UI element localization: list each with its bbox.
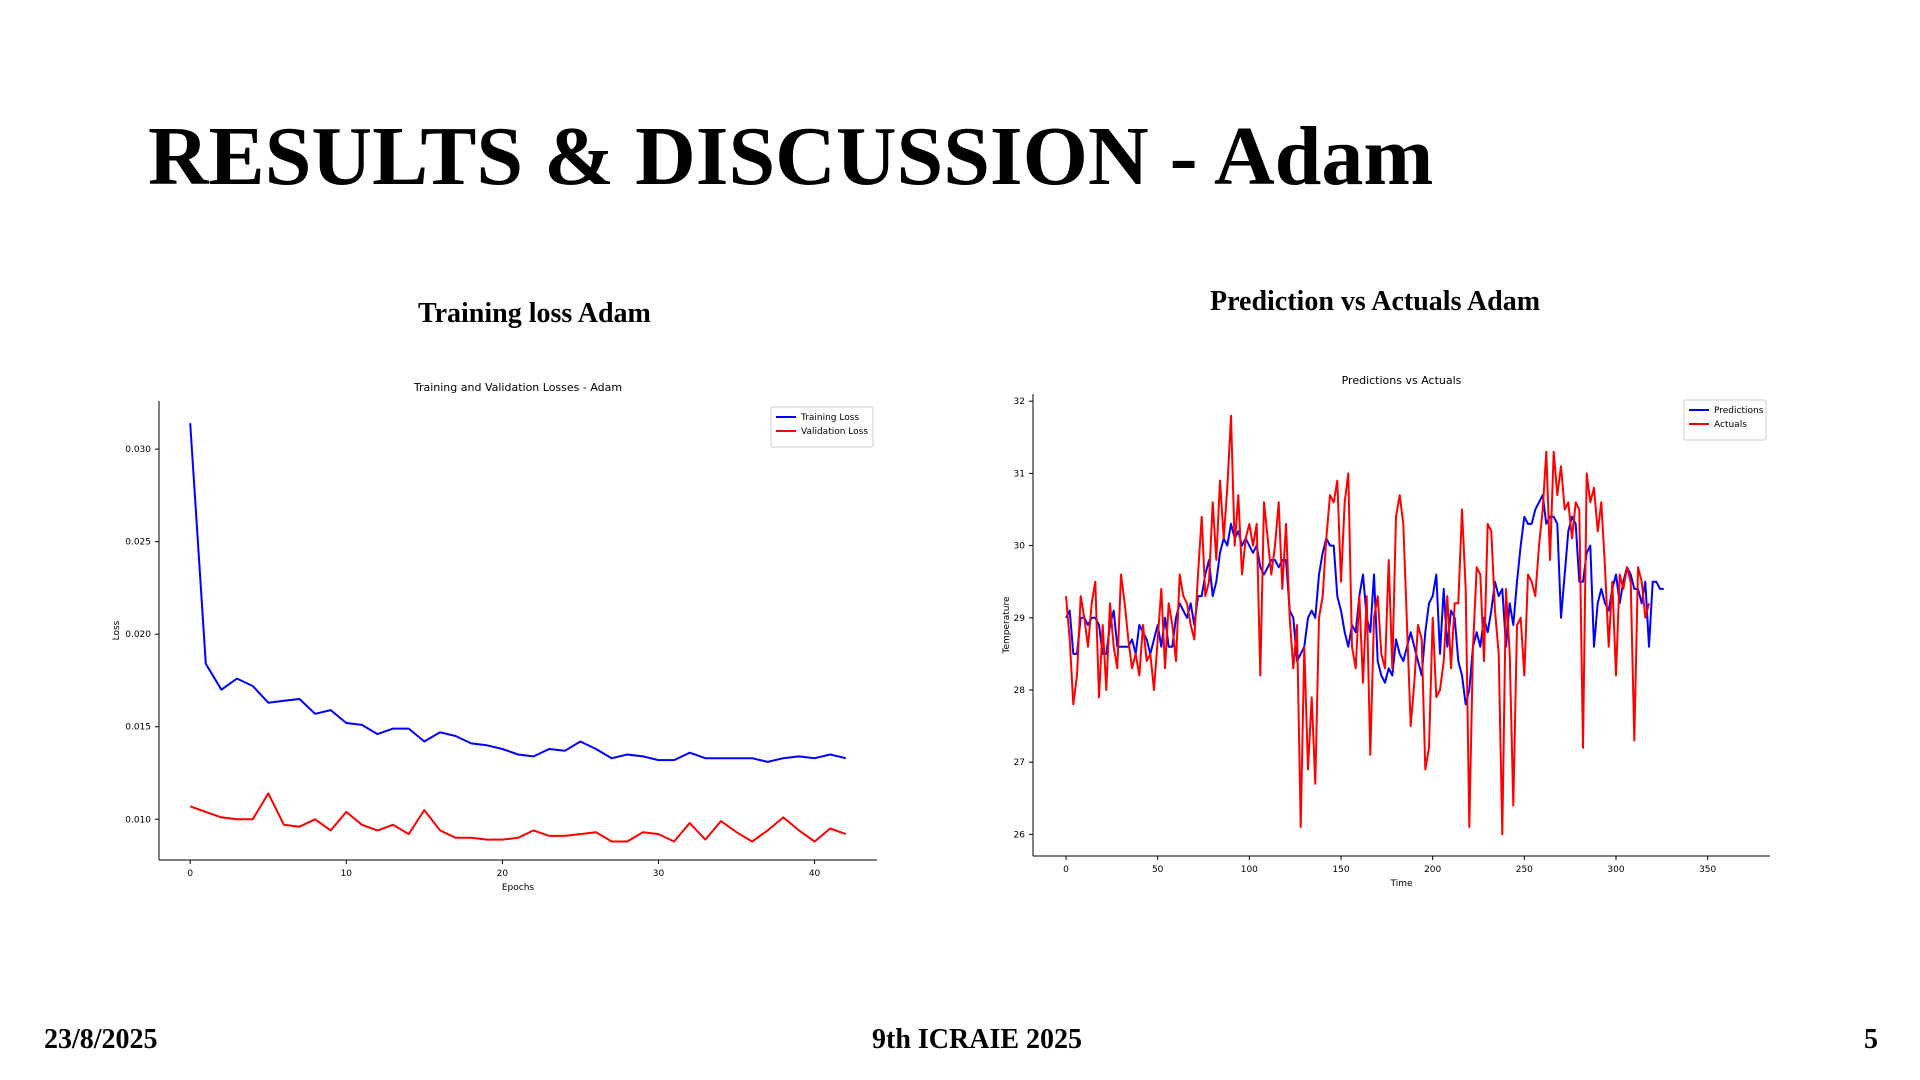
pred-chart-x-tick-label: 300 (1607, 865, 1624, 875)
pred-chart-x-tick-label: 350 (1699, 865, 1716, 875)
pred-chart-x-tick-label: 0 (1063, 865, 1069, 875)
loss-chart-y-tick-label: 0.010 (125, 815, 151, 825)
pred-chart-y-tick-label: 27 (1014, 758, 1025, 768)
loss-chart-y-tick-label: 0.020 (125, 630, 151, 640)
loss-chart-legend-box (770, 406, 874, 448)
pred-chart-y-tick-label: 31 (1014, 469, 1025, 479)
footer-page-number: 5 (1864, 1024, 1878, 1055)
pred-chart-y-tick-label: 30 (1014, 542, 1026, 552)
loss-chart-y-axis-label: Loss (112, 620, 122, 640)
footer-date: 23/8/2025 (44, 1024, 158, 1055)
loss-chart-x-tick-label: 10 (341, 869, 353, 879)
pred-chart-y-tick-label: 26 (1014, 830, 1026, 840)
loss-chart-y-tick-label: 0.030 (125, 445, 151, 455)
pred-chart-x-axis-label: Time (1389, 879, 1412, 889)
loss-chart-x-tick-label: 20 (497, 869, 509, 879)
training-loss-chart: Training and Validation Losses - Adam 0 10… (112, 381, 877, 893)
pred-chart-x-tick-label: 250 (1516, 865, 1533, 875)
loss-chart-y-tick-label: 0.015 (125, 723, 151, 733)
loss-chart-series-line-validation-loss (189, 792, 847, 843)
pred-chart-legend-label: Predictions (1714, 406, 1764, 416)
loss-chart-title: Training and Validation Losses - Adam (413, 381, 622, 394)
footer-conference: 9th ICRAIE 2025 (872, 1024, 1083, 1055)
loss-chart-legend-label: Validation Loss (801, 427, 868, 437)
pred-chart-y-tick-label: 28 (1014, 686, 1026, 696)
pred-chart-x-tick-label: 100 (1241, 865, 1258, 875)
loss-chart-x-tick-label: 40 (809, 869, 821, 879)
predictions-vs-actuals-chart: Predictions vs Actuals 0 50 100 150 200 250 300… (1002, 374, 1770, 889)
pred-chart-legend-label: Actuals (1714, 420, 1747, 430)
pred-chart-series-line-actuals (1065, 414, 1650, 836)
loss-chart-x-tick-label: 30 (653, 869, 665, 879)
loss-chart-x-axis-label: Epochs (502, 883, 535, 893)
right-chart-caption: Prediction vs Actuals Adam (1210, 286, 1541, 317)
loss-chart-y-tick-label: 0.025 (125, 538, 151, 548)
pred-chart-y-axis-label: Temperature (1002, 596, 1012, 654)
pred-chart-y-tick-label: 32 (1014, 397, 1025, 407)
pred-chart-x-tick-label: 150 (1332, 865, 1349, 875)
pred-chart-title: Predictions vs Actuals (1342, 374, 1462, 387)
loss-chart-legend-label: Training Loss (800, 413, 859, 423)
pred-chart-x-tick-label: 50 (1152, 865, 1164, 875)
pred-chart-x-tick-label: 200 (1424, 865, 1441, 875)
pred-chart-y-tick-label: 29 (1014, 614, 1026, 624)
pred-chart-series-line-predictions (1065, 494, 1664, 706)
loss-chart-x-tick-label: 0 (187, 869, 193, 879)
left-chart-caption: Training loss Adam (418, 298, 651, 329)
slide-title: RESULTS & DISCUSSION - Adam (148, 110, 1434, 203)
loss-chart-series-line-training-loss (189, 423, 847, 763)
